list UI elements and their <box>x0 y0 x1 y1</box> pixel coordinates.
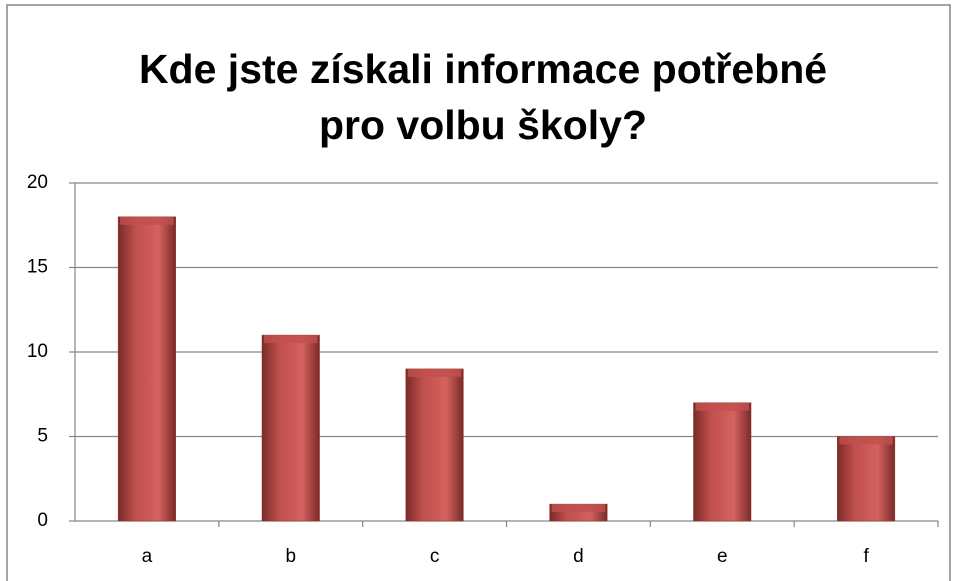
y-tick-label: 15 <box>27 257 48 278</box>
bar <box>837 436 896 522</box>
bar <box>261 334 320 522</box>
x-tick-label: b <box>285 546 296 567</box>
bar-cap <box>839 436 893 445</box>
bar <box>405 368 464 522</box>
bar <box>117 216 176 522</box>
x-tick-label: c <box>430 546 440 567</box>
chart-title: Kde jste získali informace potřebné <box>139 46 827 92</box>
x-tick-label: d <box>573 546 584 567</box>
x-tick-label: f <box>863 546 869 567</box>
x-tick-label: a <box>142 546 153 567</box>
bar <box>693 402 752 522</box>
y-tick-label: 0 <box>37 510 48 531</box>
bar-cap <box>263 335 318 344</box>
bar-cap <box>120 216 174 225</box>
y-tick-label: 5 <box>37 426 48 447</box>
x-tick-label: e <box>717 546 728 567</box>
bar-cap <box>551 504 606 513</box>
bar-cap <box>407 368 462 377</box>
y-tick-label: 10 <box>27 341 48 362</box>
y-tick-label: 20 <box>27 172 48 193</box>
chart-title: pro volbu školy? <box>319 102 647 148</box>
bar-cap <box>695 402 750 411</box>
